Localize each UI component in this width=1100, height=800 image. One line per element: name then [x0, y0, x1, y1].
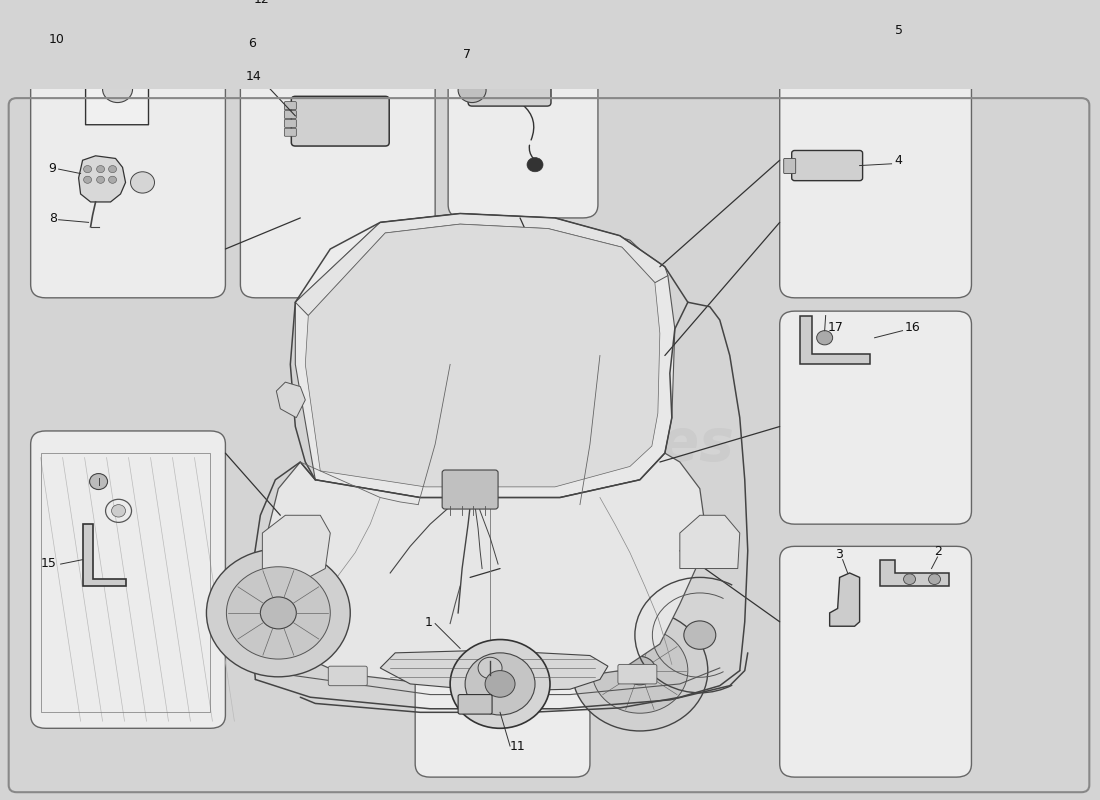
FancyBboxPatch shape [448, 0, 598, 218]
FancyBboxPatch shape [241, 0, 436, 298]
Circle shape [624, 657, 656, 685]
Circle shape [111, 505, 125, 517]
Polygon shape [880, 560, 949, 586]
Polygon shape [829, 573, 859, 626]
FancyBboxPatch shape [783, 158, 795, 174]
FancyBboxPatch shape [284, 128, 296, 136]
Polygon shape [86, 27, 148, 54]
FancyBboxPatch shape [284, 110, 296, 118]
FancyBboxPatch shape [284, 18, 296, 26]
FancyBboxPatch shape [783, 30, 795, 49]
Text: 15: 15 [41, 557, 56, 570]
Circle shape [832, 0, 844, 7]
FancyBboxPatch shape [780, 311, 971, 524]
Circle shape [458, 78, 486, 102]
Polygon shape [306, 224, 660, 487]
Circle shape [527, 158, 543, 172]
FancyBboxPatch shape [458, 694, 492, 714]
Circle shape [102, 76, 132, 102]
Text: 5: 5 [894, 24, 903, 38]
FancyBboxPatch shape [31, 0, 226, 298]
Text: 10: 10 [48, 33, 65, 46]
Circle shape [903, 574, 915, 585]
FancyBboxPatch shape [469, 74, 551, 106]
Circle shape [261, 597, 296, 629]
FancyBboxPatch shape [618, 664, 657, 684]
Circle shape [592, 628, 688, 714]
FancyBboxPatch shape [780, 546, 971, 777]
Polygon shape [295, 214, 668, 315]
Circle shape [97, 176, 104, 183]
Circle shape [478, 658, 502, 678]
Circle shape [131, 172, 154, 193]
Polygon shape [78, 156, 125, 202]
Circle shape [84, 166, 91, 173]
Polygon shape [265, 453, 705, 684]
FancyBboxPatch shape [415, 569, 590, 777]
Text: 13: 13 [894, 0, 911, 2]
FancyBboxPatch shape [284, 10, 296, 18]
Polygon shape [295, 214, 674, 498]
Circle shape [450, 639, 550, 728]
Circle shape [84, 176, 91, 183]
Circle shape [97, 166, 104, 173]
Text: 16: 16 [904, 321, 921, 334]
Circle shape [109, 166, 117, 173]
Text: 9: 9 [48, 162, 56, 174]
FancyBboxPatch shape [284, 102, 296, 110]
Polygon shape [800, 315, 870, 364]
FancyBboxPatch shape [792, 22, 872, 56]
Text: 1: 1 [426, 616, 433, 630]
Text: 4: 4 [894, 154, 902, 166]
FancyBboxPatch shape [284, 119, 296, 127]
Circle shape [89, 474, 108, 490]
Circle shape [684, 621, 716, 650]
FancyBboxPatch shape [292, 96, 389, 146]
Text: 2: 2 [935, 546, 943, 558]
Polygon shape [381, 650, 608, 691]
Circle shape [465, 653, 535, 715]
Text: 6: 6 [249, 37, 256, 50]
Circle shape [227, 566, 330, 659]
Text: 3: 3 [835, 548, 843, 561]
Wedge shape [572, 610, 707, 731]
FancyBboxPatch shape [31, 431, 226, 728]
Text: 17: 17 [827, 321, 844, 334]
Text: 11: 11 [510, 741, 526, 754]
Text: eurospares: eurospares [365, 416, 735, 473]
Text: 8: 8 [48, 212, 56, 226]
FancyBboxPatch shape [328, 666, 367, 686]
Circle shape [928, 574, 940, 585]
Polygon shape [263, 515, 330, 579]
FancyBboxPatch shape [442, 470, 498, 509]
FancyBboxPatch shape [292, 0, 394, 35]
Circle shape [816, 330, 833, 345]
Circle shape [485, 670, 515, 698]
FancyBboxPatch shape [284, 0, 296, 7]
Text: 12: 12 [253, 0, 270, 6]
FancyBboxPatch shape [792, 150, 862, 181]
FancyBboxPatch shape [780, 0, 971, 298]
Polygon shape [680, 515, 740, 569]
Text: 14: 14 [245, 70, 261, 83]
Wedge shape [207, 549, 350, 677]
Circle shape [109, 176, 117, 183]
Polygon shape [82, 524, 125, 586]
Polygon shape [276, 382, 306, 418]
Text: 7: 7 [463, 48, 471, 61]
